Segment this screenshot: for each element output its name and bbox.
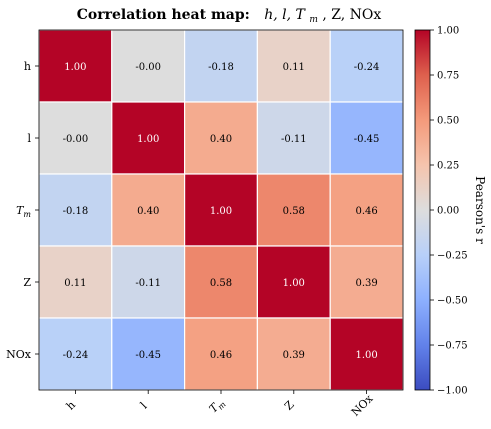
cell-value-label: 1.00 [210, 206, 232, 217]
chart-title: Correlation heat map: h, l, T m , Z, NOx [77, 7, 382, 26]
colorbar-tick-label: −1.00 [437, 386, 468, 397]
chart-title-vars-tail: , Z, NOx [322, 7, 381, 23]
heatmap-cell [111, 29, 186, 103]
heatmap-cell [184, 101, 259, 175]
colorbar [414, 29, 431, 391]
cell-value-label: 0.58 [283, 206, 305, 217]
heatmap-cell [329, 245, 404, 319]
colorbar-tick-label: 0.75 [437, 71, 459, 82]
cell-value-label: -0.18 [208, 62, 234, 73]
cell-value-label: 0.11 [64, 278, 86, 289]
heatmap-grid: 1.00 -0.00 -0.18 0.11 -0.24 -0.00 1.00 0.40 -0.1… [38, 29, 404, 391]
heatmap-cell [38, 317, 113, 391]
cell-value-label: 0.40 [137, 206, 159, 217]
heatmap-cell [329, 101, 404, 175]
cell-value-label: 0.58 [210, 278, 232, 289]
cell-value-label: -0.00 [135, 62, 161, 73]
chart-title-bold: Correlation heat map: [77, 7, 250, 23]
cell-value-label: 1.00 [355, 350, 377, 361]
cell-value-label: 1.00 [137, 134, 159, 145]
heatmap-cell [256, 245, 331, 319]
colorbar-tick-label: −0.25 [437, 251, 468, 262]
x-tick-label: h [64, 398, 78, 412]
colorbar-label: Pearson's r [473, 176, 487, 244]
heatmap-cell [111, 173, 186, 247]
cell-value-label: -0.24 [354, 62, 380, 73]
colorbar-tick-label: −0.75 [437, 341, 468, 352]
heatmap-cell [256, 173, 331, 247]
colorbar-tick-label: 1.00 [437, 26, 459, 37]
cell-value-label: -0.11 [281, 134, 307, 145]
x-tick-label: NOx [349, 392, 376, 419]
colorbar-tick-label: 0.00 [437, 206, 459, 217]
cell-value-label: -0.24 [63, 350, 89, 361]
heatmap-cell [184, 317, 259, 391]
colorbar-ticks: 1.00 0.75 0.50 0.25 0.00 −0.25 −0.50 −0.75 −1.00 [430, 26, 468, 397]
cell-value-label: 0.46 [355, 206, 377, 217]
colorbar-tick-label: 0.25 [437, 161, 459, 172]
cell-value-label: 1.00 [64, 62, 86, 73]
cell-value-label: 1.00 [283, 278, 305, 289]
x-tick-label: Tm [207, 395, 228, 416]
x-tick-label: l [138, 399, 150, 411]
cell-value-label: 0.11 [283, 62, 305, 73]
cell-value-label: -0.00 [63, 134, 89, 145]
cell-value-label: -0.18 [63, 206, 89, 217]
heatmap-cell [184, 245, 259, 319]
cell-value-label: 0.40 [210, 134, 232, 145]
cell-value-label: 0.46 [210, 350, 232, 361]
cell-value-label: 0.39 [283, 350, 305, 361]
cell-value-label: -0.11 [135, 278, 161, 289]
x-axis-tick-labels: h l Tm Z NOx [64, 390, 376, 419]
cell-value-label: -0.45 [354, 134, 380, 145]
x-tick-label: Z [282, 398, 297, 413]
y-tick-label: h [24, 60, 31, 73]
colorbar-tick-label: −0.50 [437, 296, 468, 307]
heatmap-cell [329, 317, 404, 391]
y-axis-tick-labels: h l Tm Z NOx [6, 60, 39, 361]
y-tick-label: Tm [16, 204, 31, 219]
y-tick-label: NOx [6, 348, 32, 361]
heatmap-cell [111, 245, 186, 319]
chart-title-vars-prefix: h, l, T [264, 7, 306, 23]
heatmap-cell [111, 317, 186, 391]
heatmap-cell [38, 29, 113, 103]
y-tick-label: Z [23, 276, 31, 289]
chart-title-vars-subscript: m [309, 15, 318, 25]
y-tick-label: l [27, 132, 31, 145]
cell-value-label: 0.39 [355, 278, 377, 289]
cell-value-label: -0.45 [135, 350, 161, 361]
colorbar-tick-label: 0.50 [437, 116, 459, 127]
